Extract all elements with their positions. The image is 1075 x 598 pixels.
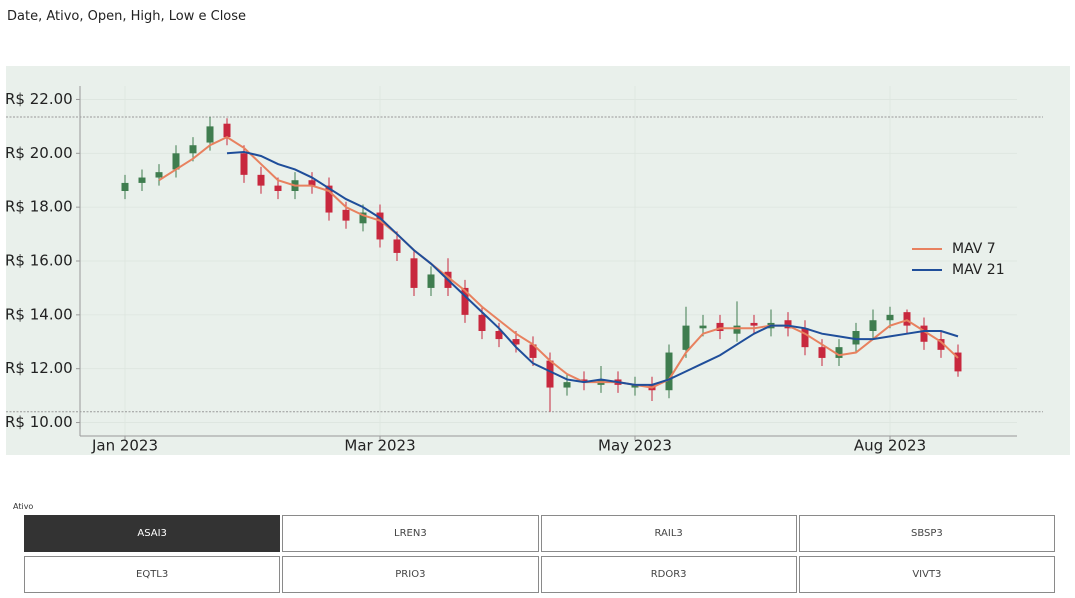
chart: R$ 10.00 R$ 12.00 R$ 14.00 R$ 16.00 R$ 18.00… — [5, 66, 1070, 455]
candle-body — [563, 382, 571, 388]
candle-body — [682, 325, 690, 350]
candle-body — [240, 153, 248, 175]
candle-body — [359, 212, 367, 224]
candle-body — [546, 360, 554, 388]
slicer: ASAI3 LREN3 RAIL3 SBSP3 EQTL3 PRIO3 RDOR3 VIVT3 — [24, 515, 1055, 593]
candle-body — [750, 322, 758, 326]
candle-body — [393, 239, 401, 253]
candle-body — [512, 339, 520, 345]
candle-body — [308, 180, 316, 186]
candle-body — [631, 384, 639, 388]
visual-title: Date, Ativo, Open, High, Low e Close — [7, 9, 247, 24]
candle-body — [529, 344, 537, 358]
chart-background — [6, 66, 1070, 455]
candle-body — [427, 274, 435, 288]
slicer-button[interactable]: ASAI3 — [24, 515, 281, 552]
candle-body — [121, 182, 129, 191]
y-tick-label: R$ 10.00 — [5, 413, 73, 431]
candle-body — [206, 126, 214, 143]
candle-body — [342, 209, 350, 221]
line-series — [226, 150, 959, 386]
candle-body — [376, 212, 384, 240]
candle-body — [410, 258, 418, 288]
candle-body — [954, 352, 962, 372]
y-tick-label: R$ 14.00 — [5, 305, 73, 323]
candle-body — [257, 174, 265, 186]
x-tick-label: Aug 2023 — [854, 437, 926, 455]
x-tick-label: Mar 2023 — [344, 437, 415, 455]
slicer-button[interactable]: RAIL3 — [540, 515, 797, 552]
candle-body — [903, 312, 911, 326]
candle-body — [835, 347, 843, 358]
candle-body — [801, 328, 809, 348]
slicer-title: Ativo — [13, 502, 34, 511]
slicer-button[interactable]: PRIO3 — [282, 556, 539, 593]
candle-body — [818, 347, 826, 358]
candle-body — [189, 145, 197, 154]
candle-body — [886, 314, 894, 321]
candle-body — [172, 153, 180, 170]
candle-body — [461, 287, 469, 315]
candle-body — [784, 320, 792, 329]
x-tick-label: Jan 2023 — [91, 437, 158, 455]
slicer-button[interactable]: LREN3 — [282, 515, 539, 552]
slicer-button[interactable]: SBSP3 — [798, 515, 1055, 552]
legend-label: MAV 21 — [952, 262, 1005, 278]
slicer-button[interactable]: VIVT3 — [798, 556, 1055, 593]
y-tick-label: R$ 20.00 — [5, 144, 73, 162]
candle-body — [223, 123, 231, 138]
candle-body — [325, 185, 333, 213]
y-tick-label: R$ 22.00 — [5, 90, 73, 108]
slicer-button[interactable]: EQTL3 — [24, 556, 281, 593]
candle-body — [478, 314, 486, 331]
candle-body — [580, 379, 588, 383]
candle-body — [869, 320, 877, 331]
candle-body — [852, 331, 860, 345]
candle-body — [274, 185, 282, 191]
candle-body — [920, 325, 928, 342]
candle-body — [665, 352, 673, 391]
legend-label: MAV 7 — [952, 241, 996, 257]
line-series — [158, 136, 959, 389]
candle-body — [155, 172, 163, 178]
y-tick-label: R$ 18.00 — [5, 198, 73, 216]
candle-body — [495, 331, 503, 340]
candle-body — [699, 325, 707, 329]
y-tick-label: R$ 16.00 — [5, 252, 73, 270]
candle-body — [733, 325, 741, 334]
slicer-button[interactable]: RDOR3 — [540, 556, 797, 593]
candle-body — [138, 177, 146, 183]
candle-body — [937, 339, 945, 350]
x-tick-label: May 2023 — [598, 437, 672, 455]
candle-body — [716, 322, 724, 331]
y-tick-label: R$ 12.00 — [5, 359, 73, 377]
